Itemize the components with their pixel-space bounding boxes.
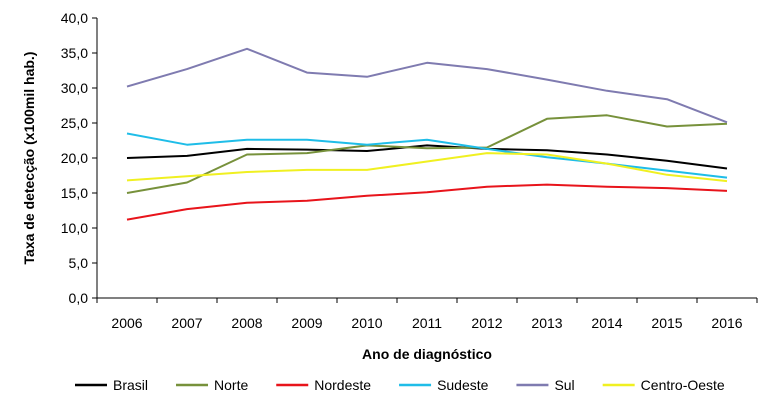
- x-tick-label: 2015: [651, 315, 682, 331]
- x-tick-label: 2009: [291, 315, 322, 331]
- y-tick-label: 5,0: [69, 255, 89, 271]
- x-tick-labels: 2006 2007 2008 2009 2010 2011 2012 2013 2014 2015…: [111, 315, 742, 331]
- legend-label-norte: Norte: [214, 377, 248, 393]
- series-line-norte: [126, 114, 728, 194]
- y-tick-label: 20,0: [61, 150, 88, 166]
- x-tick-label: 2011: [412, 315, 442, 331]
- series-line-centro-oeste: [126, 152, 728, 183]
- y-tick-label: 25,0: [61, 115, 88, 131]
- legend-label-sul: Sul: [554, 377, 574, 393]
- legend-label-brasil: Brasil: [113, 377, 148, 393]
- x-tick-label: 2006: [111, 315, 142, 331]
- x-axis-title: Ano de diagnóstico: [362, 346, 492, 362]
- y-tick-label: 40,0: [61, 10, 88, 26]
- legend: Brasil Norte Nordeste Sudeste Sul Centro-Oest…: [75, 377, 725, 393]
- legend-label-sudeste: Sudeste: [437, 377, 489, 393]
- x-tick-label: 2012: [471, 315, 502, 331]
- series-line-brasil: [126, 144, 728, 170]
- x-tick-label: 2007: [171, 315, 202, 331]
- y-tick-label: 35,0: [61, 45, 88, 61]
- y-tick-label: 10,0: [61, 220, 88, 236]
- y-tick-labels: 0,0 5,0 10,0 15,0 20,0 25,0 30,0 35,0 40,0: [61, 10, 88, 306]
- x-tick-label: 2014: [591, 315, 622, 331]
- chart-axes: [92, 17, 758, 303]
- x-tick-label: 2013: [531, 315, 562, 331]
- legend-label-centro-oeste: Centro-Oeste: [641, 377, 725, 393]
- series-line-sudeste: [126, 132, 728, 179]
- legend-label-nordeste: Nordeste: [314, 377, 371, 393]
- x-tick-label: 2016: [711, 315, 742, 331]
- series-line-sul: [126, 47, 728, 124]
- x-tick-label: 2008: [231, 315, 262, 331]
- y-axis-title: Taxa de detecção (x100mil hab.): [21, 52, 37, 265]
- x-tick-label: 2010: [351, 315, 382, 331]
- y-tick-label: 0,0: [69, 290, 89, 306]
- series-line-nordeste: [126, 183, 728, 221]
- y-tick-label: 15,0: [61, 185, 88, 201]
- series-layer: [126, 47, 728, 221]
- y-tick-label: 30,0: [61, 80, 88, 96]
